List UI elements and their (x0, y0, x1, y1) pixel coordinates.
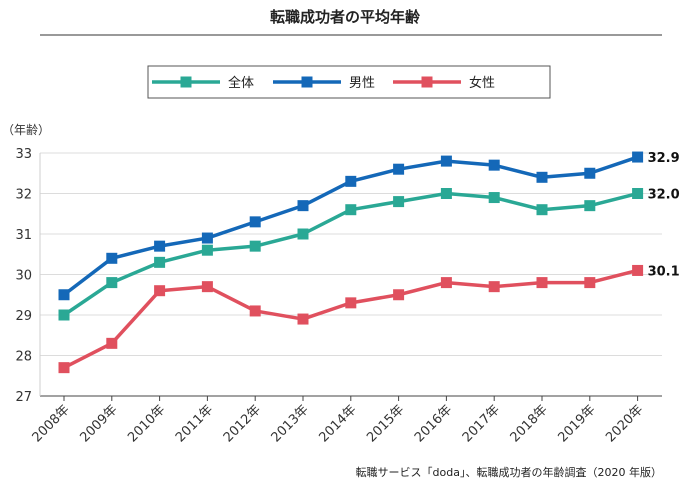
x-tick-2014年: 2014年 (316, 402, 359, 445)
x-tick-2011年: 2011年 (173, 402, 216, 445)
x-tick-2010年: 2010年 (125, 402, 168, 445)
series-lines (58, 151, 644, 374)
data-point (297, 313, 309, 325)
data-point (632, 188, 644, 199)
x-tick-2019年: 2019年 (555, 402, 598, 445)
y-tick-33: 33 (15, 147, 32, 162)
data-point (297, 228, 309, 240)
data-point (154, 240, 166, 252)
x-tick-2013年: 2013年 (269, 402, 312, 445)
grid (39, 152, 662, 397)
data-point (488, 192, 500, 204)
legend-label-0: 全体 (228, 75, 254, 91)
data-point (393, 163, 405, 175)
x-tick-2016年: 2016年 (412, 402, 455, 445)
source-note: 転職サービス「doda」、転職成功者の年齢調査（2020 年版） (356, 465, 662, 479)
end-label-2: 30.1 (648, 264, 680, 279)
data-point (249, 240, 261, 252)
data-point (154, 256, 166, 268)
data-point (393, 289, 405, 301)
legend-label-1: 男性 (349, 76, 375, 91)
legend: 全体 男性 女性 (152, 75, 495, 91)
data-point (393, 196, 405, 208)
data-point (345, 175, 357, 187)
data-point (488, 281, 500, 293)
x-tick-2020年: 2020年 (603, 402, 646, 445)
data-point (632, 151, 644, 163)
y-axis: 27 28 29 30 31 32 33 (15, 147, 32, 405)
x-axis: 2008年 2009年 2010年 2011年 2012年 2013年 2014年 2015年… (30, 396, 646, 445)
data-point (297, 200, 309, 212)
x-tick-2015年: 2015年 (364, 402, 407, 445)
data-point (536, 204, 548, 216)
data-point (584, 200, 596, 212)
y-tick-27: 27 (15, 390, 32, 405)
data-point (536, 171, 548, 183)
legend-label-2: 女性 (469, 75, 495, 91)
x-tick-2012年: 2012年 (221, 402, 264, 445)
y-axis-label: （年齢） (2, 122, 50, 137)
legend-marker-0 (180, 76, 192, 88)
x-tick-2018年: 2018年 (508, 402, 551, 445)
data-point (440, 188, 452, 199)
legend-marker-1 (301, 76, 313, 88)
data-point (58, 362, 70, 374)
y-tick-29: 29 (15, 309, 32, 324)
data-point (345, 297, 357, 309)
data-point (584, 277, 596, 289)
data-point (106, 337, 118, 349)
end-label-1: 32.9 (648, 151, 680, 166)
data-point (249, 216, 261, 228)
legend-box (147, 65, 551, 99)
series-line-2 (63, 268, 639, 370)
data-point (584, 167, 596, 179)
data-point (58, 289, 70, 301)
x-tick-2008年: 2008年 (30, 402, 73, 445)
data-point (488, 159, 500, 171)
data-point (536, 277, 548, 289)
data-point (345, 204, 357, 216)
data-point (201, 281, 213, 293)
y-tick-31: 31 (15, 228, 32, 243)
data-point (440, 277, 452, 289)
data-point (201, 244, 213, 256)
end-labels: 32.0 30.1 32.9 (648, 151, 680, 279)
data-point (106, 252, 118, 264)
data-point (632, 264, 644, 276)
data-point (154, 285, 166, 297)
x-tick-2017年: 2017年 (460, 402, 503, 445)
legend-marker-2 (421, 76, 433, 88)
y-tick-30: 30 (15, 269, 32, 284)
data-point (106, 277, 118, 289)
data-point (58, 309, 70, 321)
data-point (249, 305, 261, 317)
end-label-0: 32.0 (648, 188, 680, 203)
y-tick-32: 32 (15, 188, 32, 203)
y-tick-28: 28 (15, 350, 32, 365)
chart-title: 転職成功者の平均年齢 (270, 8, 421, 26)
data-point (201, 232, 213, 244)
x-tick-2009年: 2009年 (77, 402, 120, 445)
data-point (440, 155, 452, 167)
